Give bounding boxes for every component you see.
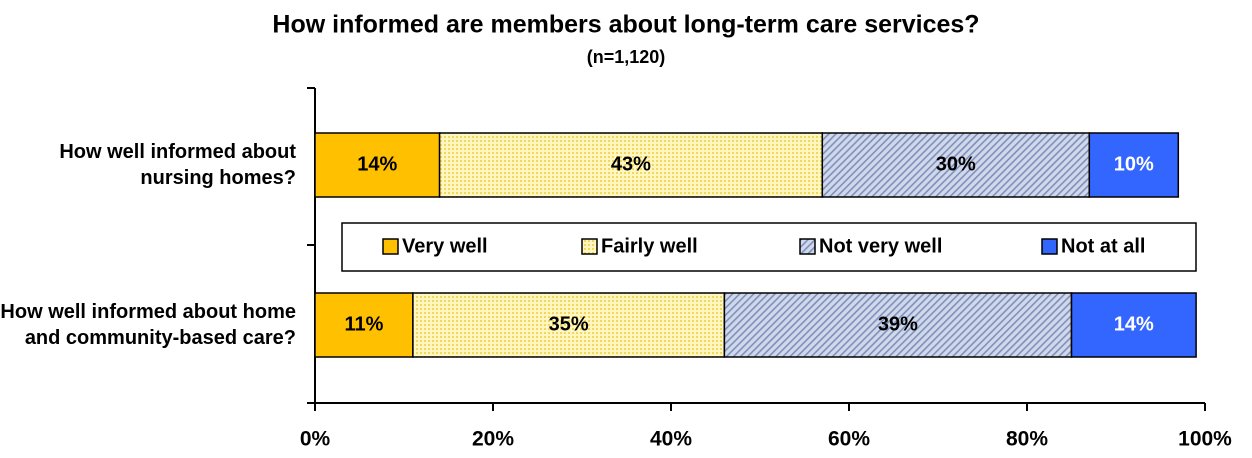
data-label: 11% xyxy=(344,313,383,335)
legend-label: Not at all xyxy=(1061,235,1145,257)
bar-segment xyxy=(314,132,441,198)
legend-swatch xyxy=(581,238,598,255)
bar-segment xyxy=(412,292,726,358)
data-label: 43% xyxy=(611,153,651,175)
x-tick-label: 80% xyxy=(1006,428,1048,451)
legend-label: Not very well xyxy=(819,235,942,257)
data-label: 14% xyxy=(1114,313,1154,335)
legend-label: Fairly well xyxy=(601,235,698,257)
legend-swatch xyxy=(1041,238,1058,255)
chart-title: How informed are members about long-term… xyxy=(272,11,979,39)
category-label: How well informed about nursing homes? xyxy=(59,141,296,189)
x-tick-label: 60% xyxy=(828,428,870,451)
legend-swatch xyxy=(799,238,816,255)
bar-segment xyxy=(1088,132,1180,198)
data-label: 14% xyxy=(357,153,397,175)
x-tick-label: 20% xyxy=(472,428,514,451)
bar-segment xyxy=(1070,292,1197,358)
x-tick-label: 100% xyxy=(1178,428,1232,451)
chart-subtitle: (n=1,120) xyxy=(587,47,666,67)
x-tick-label: 0% xyxy=(300,428,331,451)
bar-segment xyxy=(723,292,1073,358)
legend-swatch xyxy=(382,238,399,255)
data-label: 30% xyxy=(936,153,976,175)
data-label: 35% xyxy=(549,313,589,335)
data-label: 10% xyxy=(1114,153,1154,175)
bar-segment xyxy=(314,292,414,358)
legend-label: Very well xyxy=(402,235,488,257)
bar-segment xyxy=(438,132,824,198)
category-label: How well informed about home and communi… xyxy=(0,301,296,349)
x-tick-label: 40% xyxy=(650,428,692,451)
data-label: 39% xyxy=(878,313,918,335)
